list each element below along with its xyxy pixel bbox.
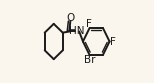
Text: O: O: [66, 13, 75, 23]
Text: F: F: [86, 19, 92, 29]
Text: F: F: [110, 37, 116, 46]
Text: Br: Br: [84, 55, 95, 65]
Text: HN: HN: [69, 26, 85, 36]
